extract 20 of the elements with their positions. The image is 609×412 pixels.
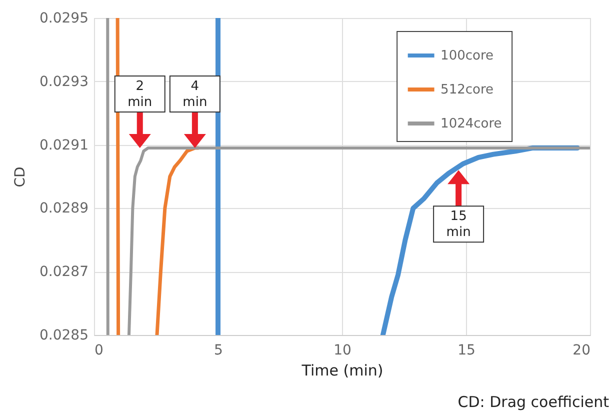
y-axis-title: CD xyxy=(12,166,29,188)
y-tick-label: 0.0295 xyxy=(40,10,88,26)
x-tick-label: 0 xyxy=(94,342,104,358)
annotation: 4 min xyxy=(182,78,208,110)
y-tick-label: 0.0293 xyxy=(40,74,88,90)
legend-label: 512core xyxy=(440,82,494,98)
y-tick-label: 0.0291 xyxy=(40,137,88,154)
x-axis-title: Time (min) xyxy=(300,362,384,380)
y-tick-label: 0.0285 xyxy=(40,328,88,344)
y-tick-label: 0.0287 xyxy=(40,264,88,280)
x-tick-label: 5 xyxy=(214,342,223,358)
text: CD: Drag coefficient xyxy=(458,393,609,411)
y-tick-label: 0.0289 xyxy=(40,200,88,217)
annotation: 2 min xyxy=(128,78,152,110)
legend-label: 100core xyxy=(440,48,494,64)
x-tick-label: 20 xyxy=(572,342,590,358)
legend-label: 1024core xyxy=(440,116,502,132)
x-tick-label: 15 xyxy=(458,342,476,358)
x-tick-label: 10 xyxy=(334,342,352,358)
annotation: 15 min xyxy=(446,209,471,240)
